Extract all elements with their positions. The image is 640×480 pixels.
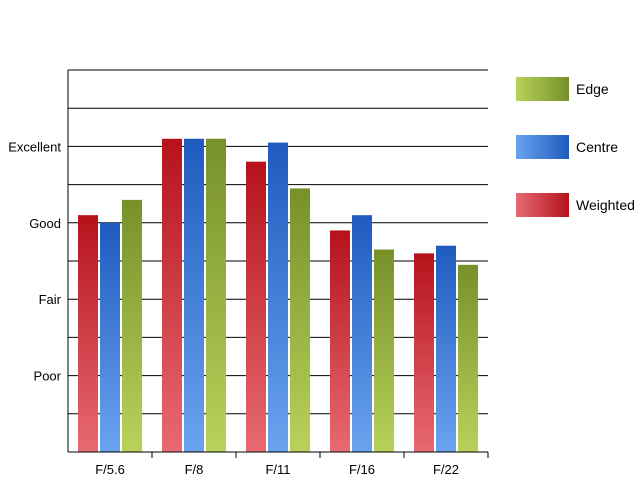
axes <box>67 70 489 458</box>
x-tick-label: F/22 <box>433 462 459 477</box>
y-tick-label: Excellent <box>8 139 61 154</box>
x-tick-label: F/5.6 <box>95 462 125 477</box>
legend-swatch-centre <box>516 135 569 159</box>
y-tick-label: Fair <box>39 292 62 307</box>
bar-centre-f11 <box>268 142 288 452</box>
legend-label-weighted: Weighted <box>576 197 635 213</box>
legend-swatch-edge <box>516 77 569 101</box>
bar-centre-f22 <box>436 245 456 452</box>
bars <box>78 138 478 453</box>
bar-centre-f8 <box>184 138 204 452</box>
x-tick-label: F/8 <box>185 462 204 477</box>
y-tick-label: Poor <box>34 369 62 384</box>
x-tick-label: F/16 <box>349 462 375 477</box>
bar-edge-f11 <box>290 188 310 453</box>
legend: Edge Centre Weighted <box>516 77 635 217</box>
bar-weighted-f8 <box>162 138 182 452</box>
bar-weighted-f56 <box>78 215 98 452</box>
legend-label-centre: Centre <box>576 139 618 155</box>
bar-weighted-f11 <box>246 161 266 452</box>
bar-centre-f56 <box>100 222 120 452</box>
bar-weighted-f16 <box>330 230 350 452</box>
bar-centre-f16 <box>352 215 372 452</box>
bar-edge-f8 <box>206 138 226 452</box>
bar-edge-f22 <box>458 264 478 452</box>
y-axis-tick-labels: Poor Fair Good Excellent <box>8 139 61 383</box>
legend-label-edge: Edge <box>576 81 609 97</box>
bar-edge-f56 <box>122 199 142 452</box>
x-axis-tick-labels: F/5.6 F/8 F/11 F/16 F/22 <box>95 462 459 477</box>
bar-weighted-f22 <box>414 253 434 452</box>
x-tick-label: F/11 <box>265 462 290 477</box>
y-tick-label: Good <box>29 216 61 231</box>
bar-edge-f16 <box>374 249 394 452</box>
legend-swatch-weighted <box>516 193 569 217</box>
